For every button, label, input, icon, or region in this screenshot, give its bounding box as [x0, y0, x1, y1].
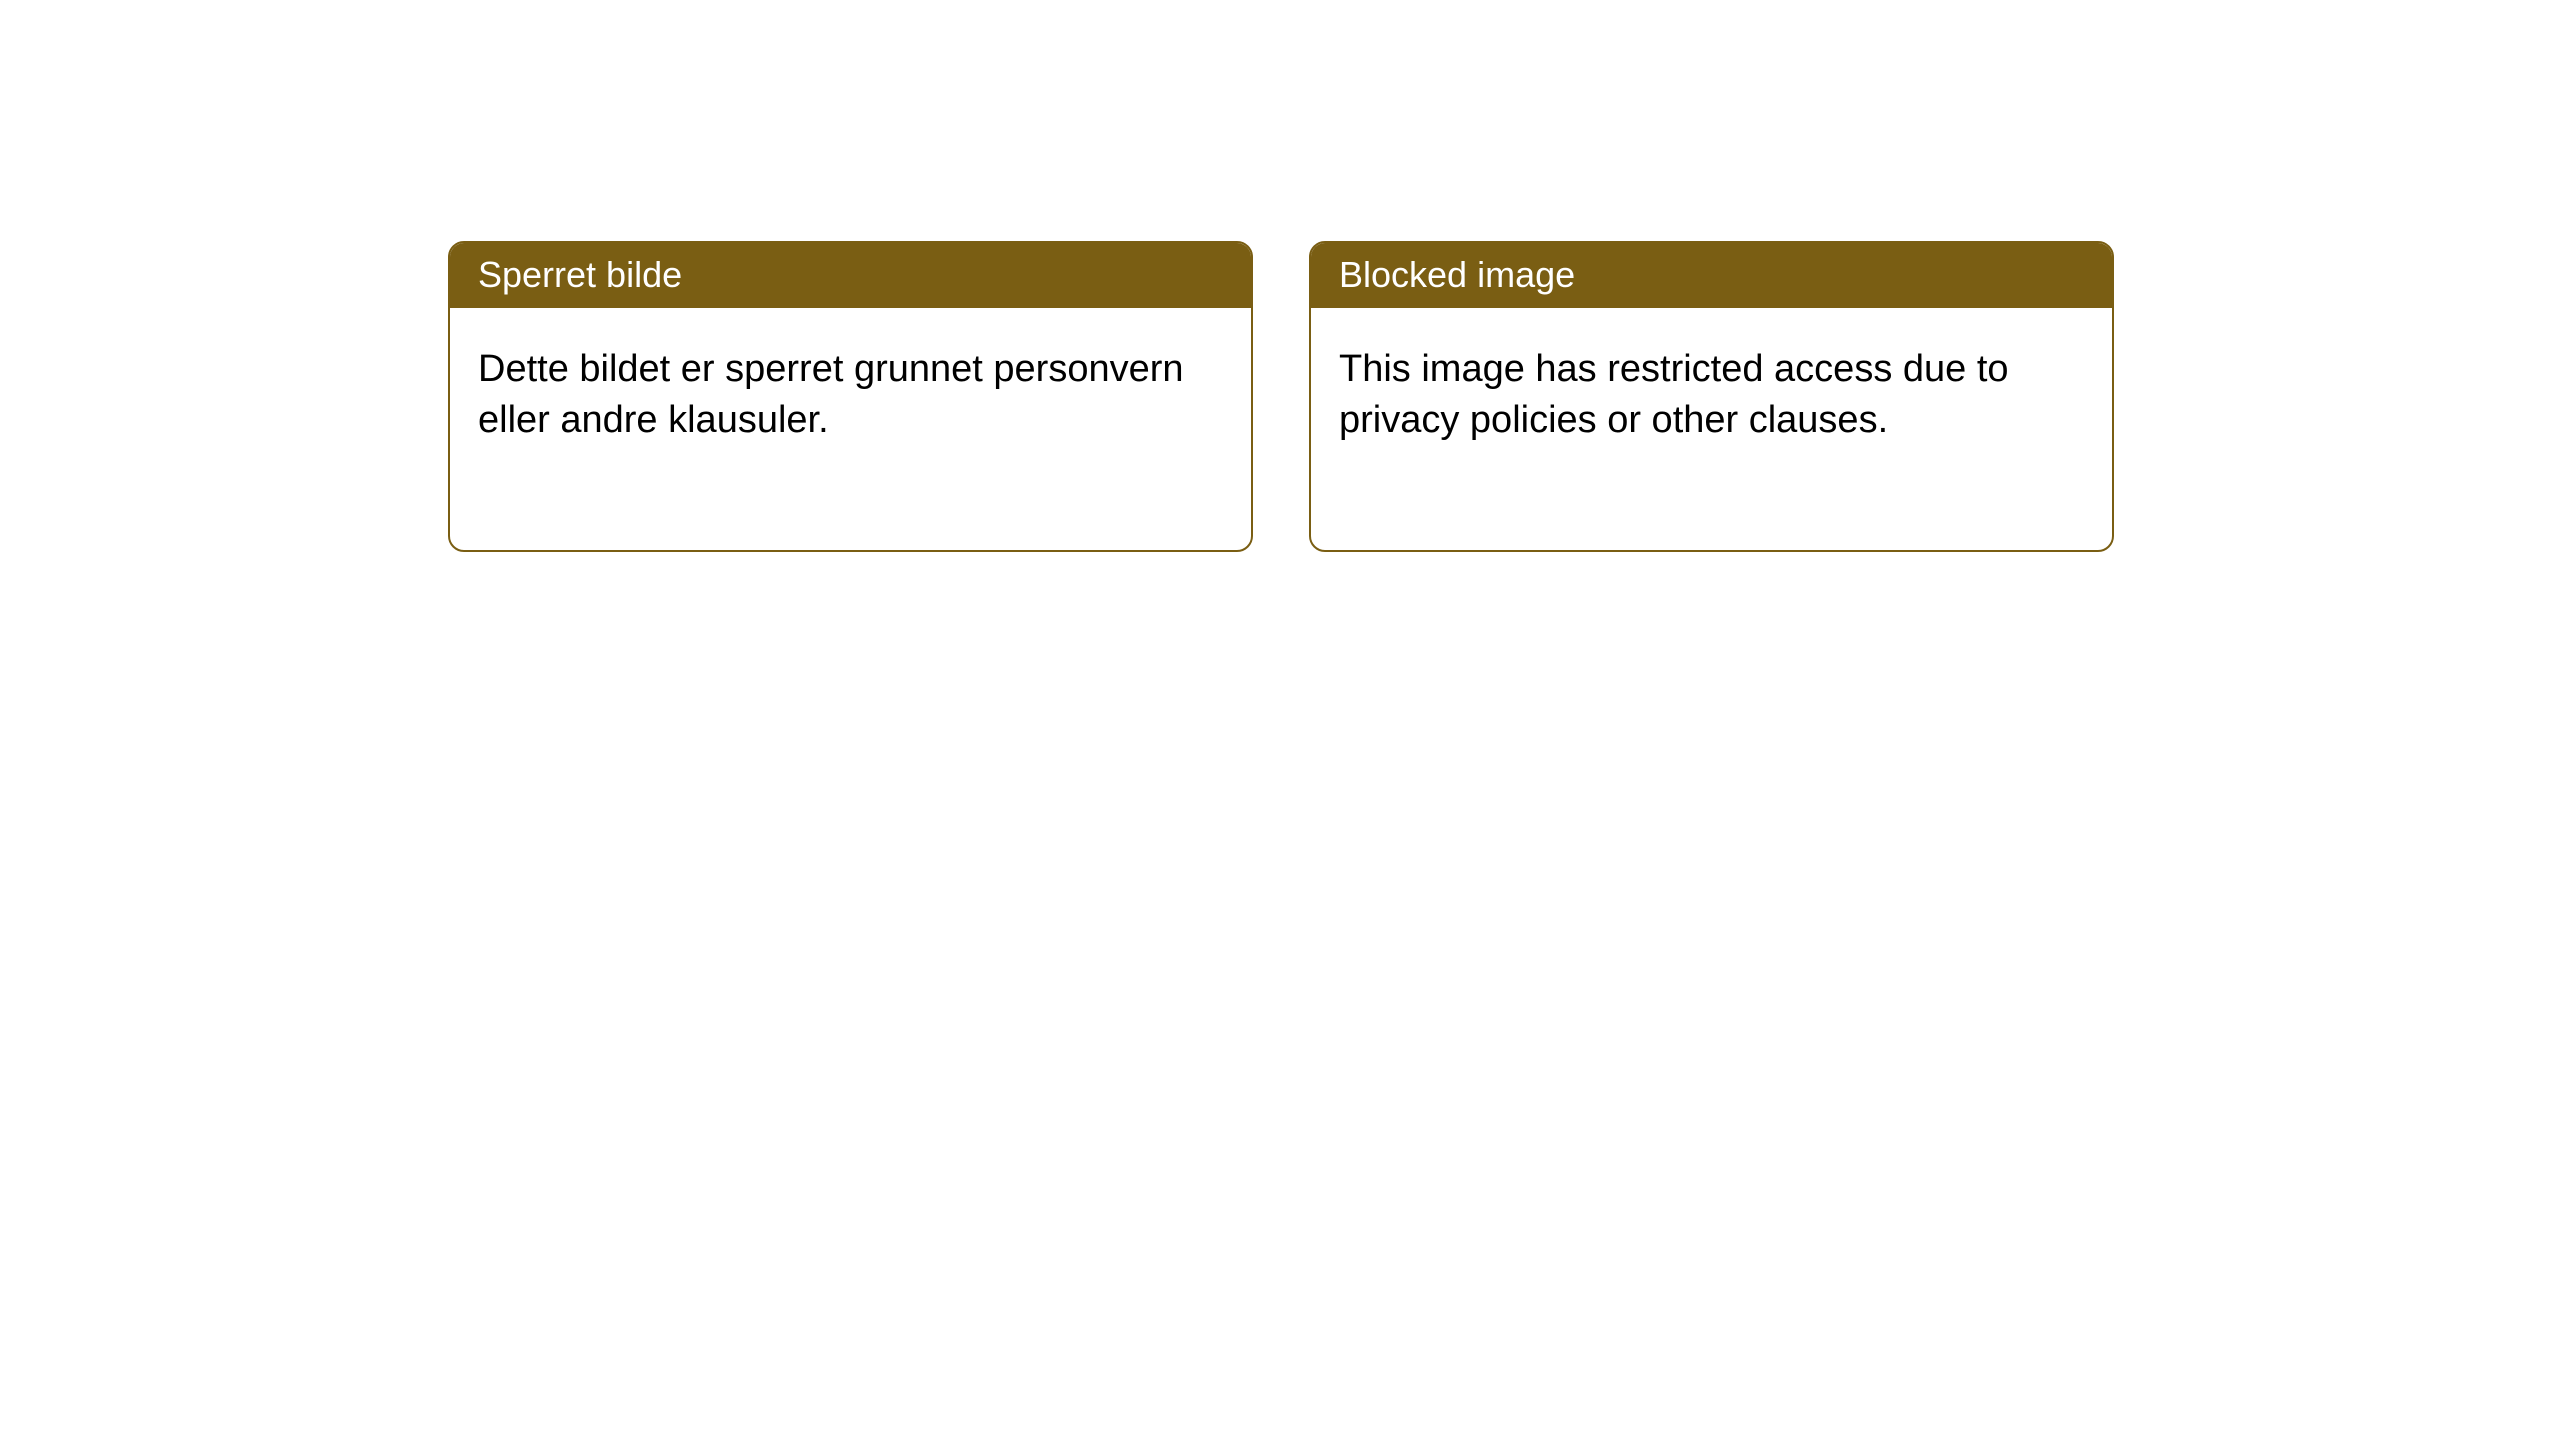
notice-container: Sperret bilde Dette bildet er sperret gr…: [448, 241, 2114, 552]
notice-card-english: Blocked image This image has restricted …: [1309, 241, 2114, 552]
notice-body: This image has restricted access due to …: [1311, 308, 2112, 550]
notice-body: Dette bildet er sperret grunnet personve…: [450, 308, 1251, 550]
notice-card-norwegian: Sperret bilde Dette bildet er sperret gr…: [448, 241, 1253, 552]
notice-header: Sperret bilde: [450, 243, 1251, 308]
notice-header: Blocked image: [1311, 243, 2112, 308]
